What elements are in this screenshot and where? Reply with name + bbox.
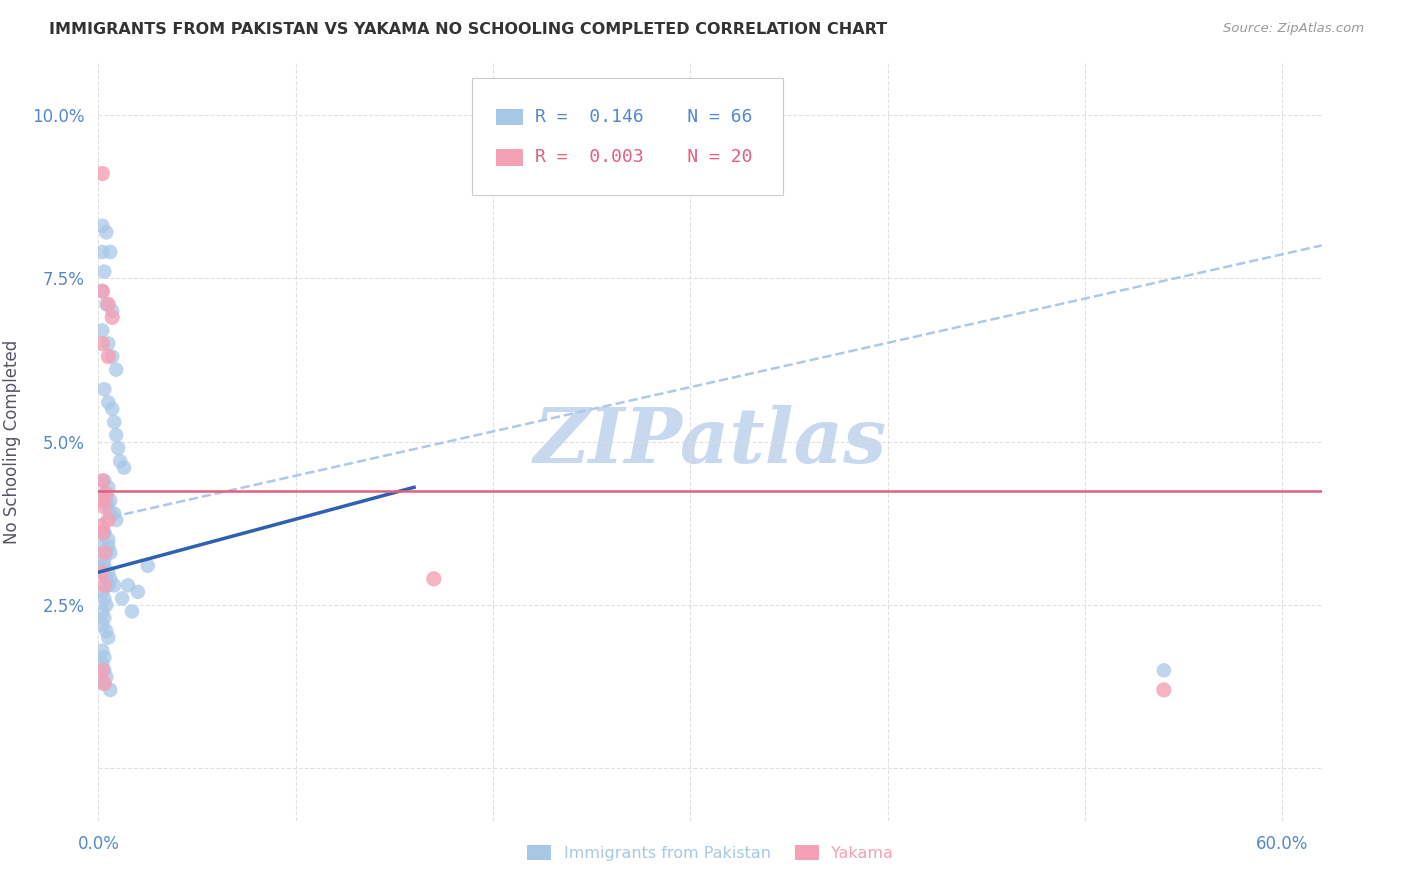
FancyBboxPatch shape [471,78,783,195]
Point [1153,682,1175,697]
Point [93,676,115,690]
Point [91,657,114,671]
Point [108,454,131,468]
Point [97,350,120,364]
Point [1153,663,1175,677]
Point [93,591,115,606]
Point [93,650,115,665]
Point [97,539,120,553]
Point [105,428,128,442]
Point [103,507,125,521]
Point [101,310,124,325]
Legend: Immigrants from Pakistan, Yakama: Immigrants from Pakistan, Yakama [520,838,900,867]
Point [91,585,114,599]
Point [93,526,115,541]
Point [96,598,118,612]
Point [96,624,118,639]
Point [93,264,115,278]
Point [103,415,125,429]
Point [91,643,114,657]
Point [96,670,118,684]
Point [97,631,120,645]
Point [101,303,124,318]
Point [96,297,118,311]
Point [93,382,115,396]
Point [423,572,446,586]
Point [93,526,115,541]
Point [97,500,120,514]
Point [98,546,121,560]
Point [111,591,134,606]
Point [91,526,114,541]
Point [98,493,121,508]
Point [91,663,114,677]
Text: R =  0.146    N = 66: R = 0.146 N = 66 [536,108,752,126]
Point [98,682,121,697]
Point [107,441,129,455]
Point [91,284,114,298]
Point [96,487,118,501]
Point [97,566,120,580]
Point [96,572,118,586]
Point [93,663,115,677]
Point [91,605,114,619]
Point [98,244,121,259]
Point [91,617,114,632]
Point [91,519,114,533]
Bar [496,109,523,126]
Point [91,676,114,690]
Point [112,460,135,475]
Point [136,558,159,573]
Point [98,572,121,586]
Point [96,546,118,560]
Point [91,558,114,573]
Point [97,336,120,351]
Point [91,219,114,233]
Text: ZIPatlas: ZIPatlas [533,405,887,478]
Point [117,578,139,592]
Point [96,493,118,508]
Point [101,350,124,364]
Text: R =  0.003    N = 20: R = 0.003 N = 20 [536,148,752,166]
Point [93,546,115,560]
Point [105,362,128,376]
Point [91,284,114,298]
Point [97,297,120,311]
Point [93,474,115,488]
Point [93,578,115,592]
Point [91,474,114,488]
Point [97,513,120,527]
Point [97,578,120,592]
Point [97,395,120,409]
Point [93,487,115,501]
Point [91,539,114,553]
Point [127,585,149,599]
Point [97,533,120,547]
Point [91,566,114,580]
Point [103,578,125,592]
Point [93,611,115,625]
Y-axis label: No Schooling Completed: No Schooling Completed [3,340,21,543]
Point [91,336,114,351]
Point [91,493,114,508]
Point [98,507,121,521]
Point [91,167,114,181]
Point [93,558,115,573]
Point [97,480,120,494]
Point [93,552,115,566]
Point [91,323,114,337]
Point [105,513,128,527]
Point [93,566,115,580]
Point [101,401,124,416]
Point [91,244,114,259]
Point [96,226,118,240]
Point [121,605,143,619]
Text: Source: ZipAtlas.com: Source: ZipAtlas.com [1223,22,1364,36]
Text: IMMIGRANTS FROM PAKISTAN VS YAKAMA NO SCHOOLING COMPLETED CORRELATION CHART: IMMIGRANTS FROM PAKISTAN VS YAKAMA NO SC… [49,22,887,37]
Point [93,500,115,514]
Bar [496,149,523,166]
